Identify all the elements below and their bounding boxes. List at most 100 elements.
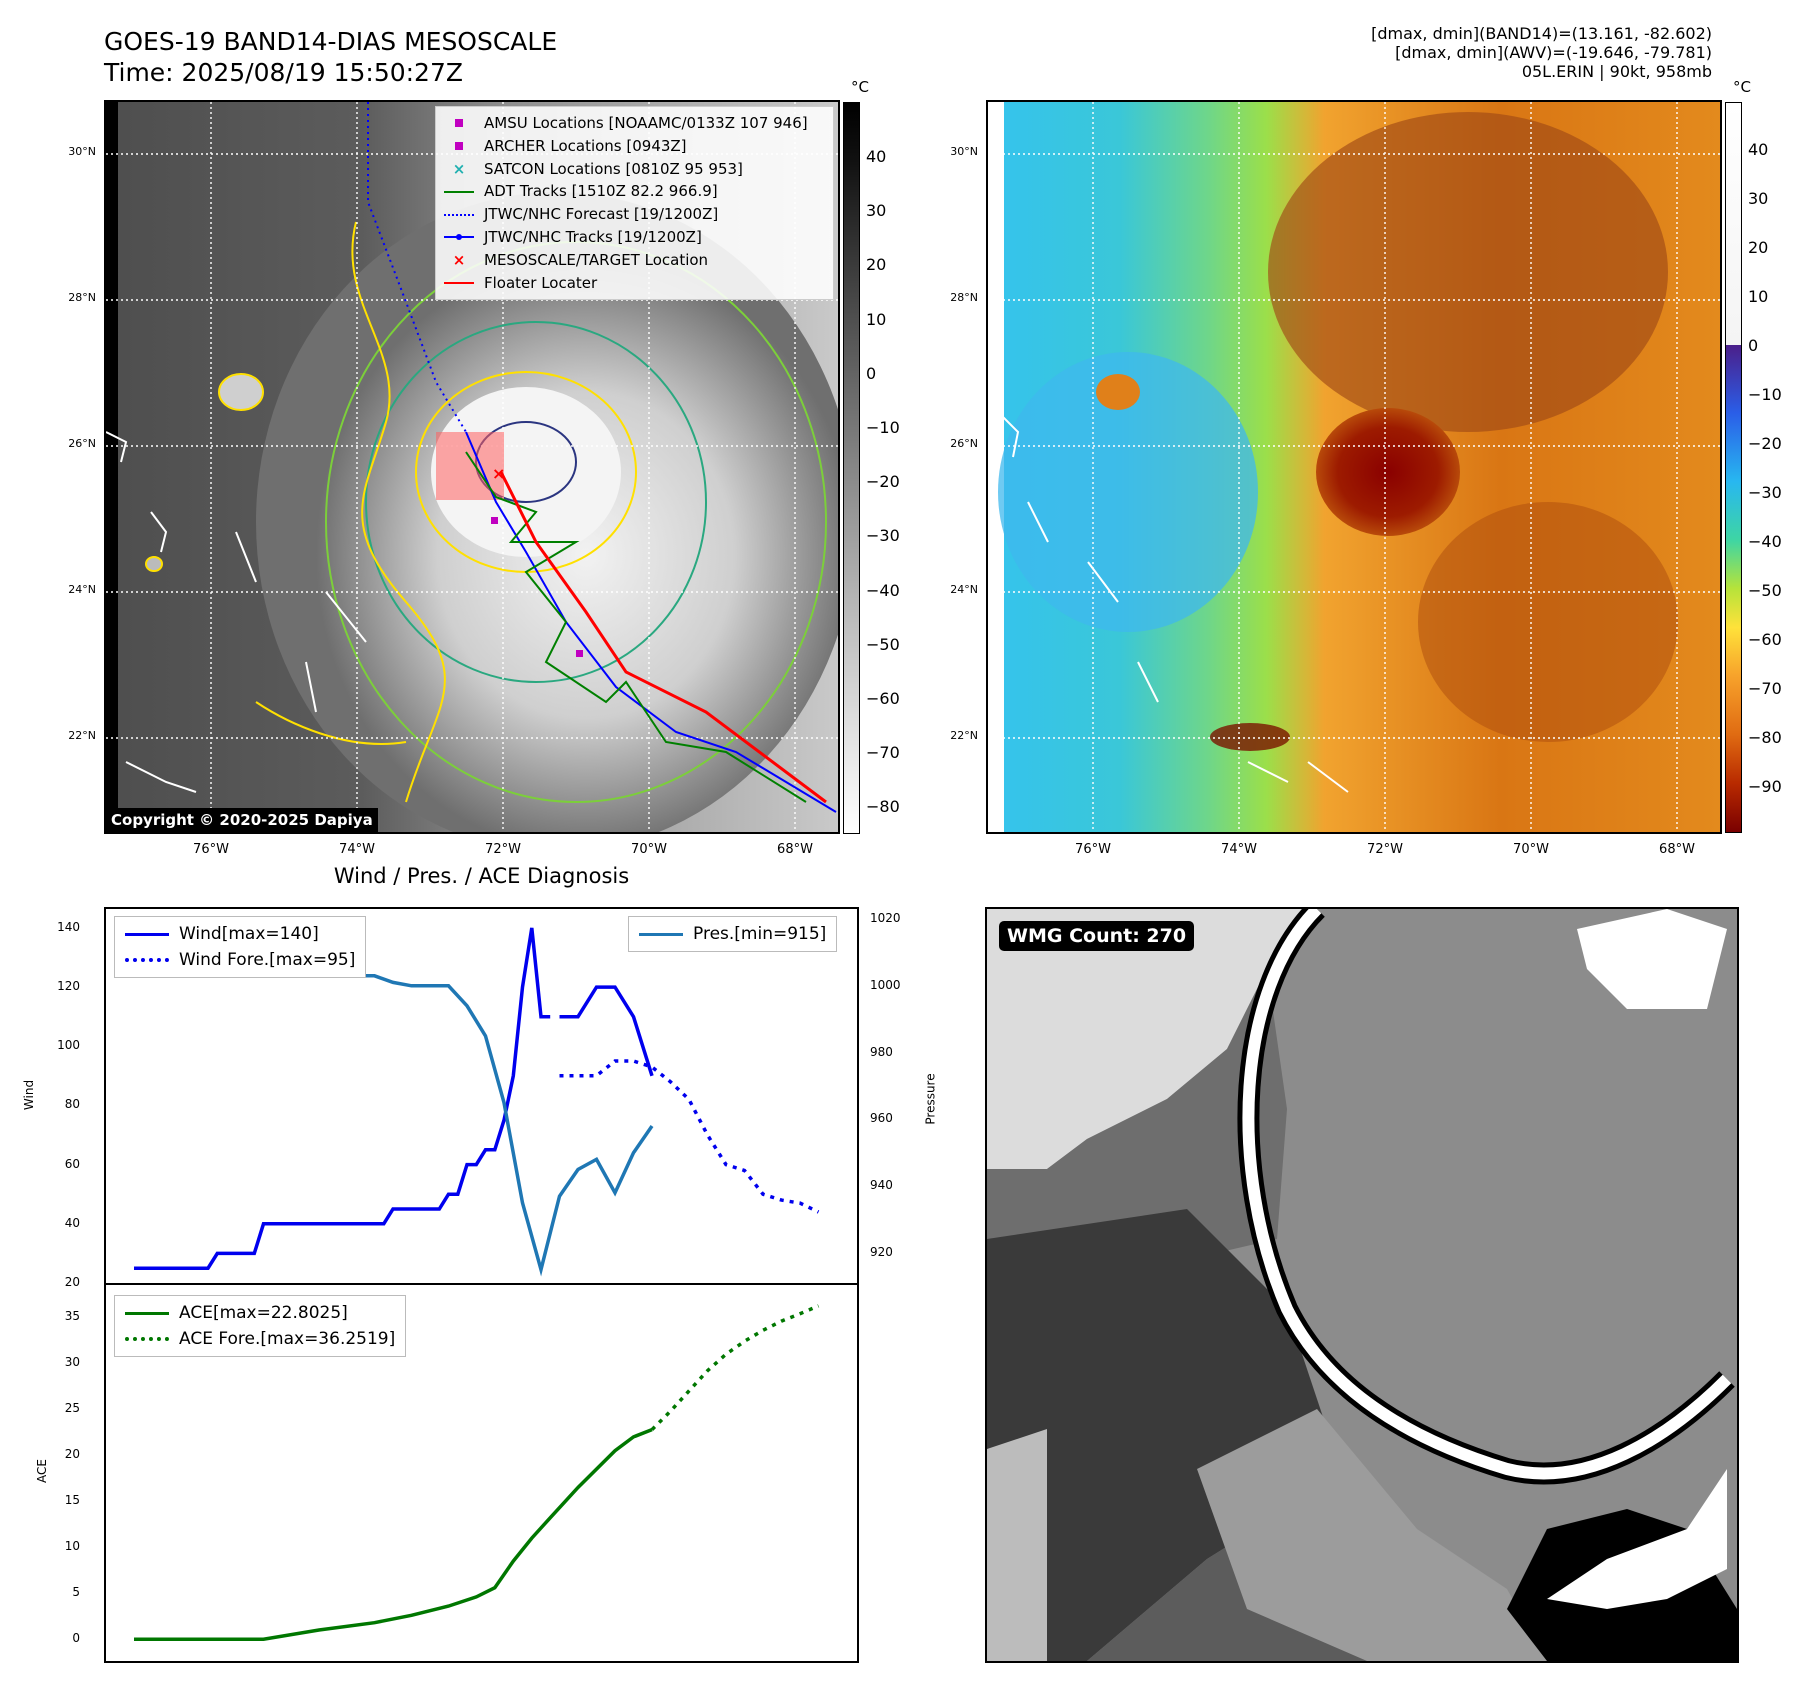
ir-colorbar-tick: −70 bbox=[866, 743, 900, 763]
legend-target: × MESOSCALE/TARGET Location bbox=[452, 250, 709, 269]
awv-colorbar-tick: 30 bbox=[1748, 189, 1769, 208]
ir-legend: AMSU Locations [NOAAMC/0133Z 107 946] AR… bbox=[435, 106, 834, 301]
ir-lat-24: 24°N bbox=[68, 583, 96, 596]
legend-wind-forecast: Wind Fore.[max=95] bbox=[125, 947, 355, 973]
ir-map-panel: × AMSU Locations [NOAAMC/0133Z 107 946] … bbox=[104, 100, 840, 834]
ir-colorbar-tick: −30 bbox=[866, 526, 900, 546]
wmg-count-badge: WMG Count: 270 bbox=[999, 921, 1195, 951]
wind-tick-label: 60 bbox=[64, 1156, 80, 1171]
wind-tick-label: 40 bbox=[64, 1215, 80, 1230]
awv-colorbar-tick: −70 bbox=[1748, 679, 1782, 698]
awv-colorbar-tick: −60 bbox=[1748, 630, 1782, 649]
storm-info: 05L.ERIN | 90kt, 958mb bbox=[1521, 62, 1712, 81]
wind-tick-label: 20 bbox=[64, 1275, 80, 1289]
copyright-label: Copyright © 2020-2025 Dapiya bbox=[106, 808, 378, 832]
ace-legend: ACE[max=22.8025] ACE Fore.[max=36.2519] bbox=[114, 1295, 407, 1357]
ir-lon-68: 68°W bbox=[777, 842, 813, 857]
awv-colorbar-tick: −90 bbox=[1748, 777, 1782, 796]
ir-colorbar-tick: 10 bbox=[866, 309, 887, 329]
wind-line bbox=[134, 927, 551, 1270]
ace-tick-label: 0 bbox=[72, 1631, 80, 1646]
awv-colorbar-tick: −80 bbox=[1748, 728, 1782, 747]
ir-lon-70: 70°W bbox=[631, 842, 667, 857]
awv-colorbar-lower bbox=[1725, 345, 1742, 833]
awv-colorbar-upper bbox=[1725, 102, 1742, 346]
pressure-tick-label: 1000 bbox=[870, 977, 901, 992]
legend-floater: Floater Locater bbox=[444, 272, 825, 295]
ir-colorbar-unit: °C bbox=[851, 78, 869, 96]
awv-lat-30: 30°N bbox=[950, 145, 978, 158]
awv-lon-76: 76°W bbox=[1075, 842, 1111, 857]
target-marker: × bbox=[492, 464, 505, 483]
ir-colorbar-tick: 20 bbox=[866, 255, 887, 275]
wind-tick-label: 80 bbox=[64, 1097, 80, 1112]
ir-colorbar-tick: −80 bbox=[866, 797, 900, 817]
awv-lat-22: 22°N bbox=[950, 729, 978, 742]
stats-band14: [dmax, dmin](BAND14)=(13.161, -82.602) bbox=[1371, 24, 1712, 43]
pressure-tick-label: 940 bbox=[870, 1178, 893, 1193]
wind-tick-label: 120 bbox=[57, 979, 80, 994]
wind-line-recent bbox=[559, 985, 654, 1077]
awv-colorbar-tick: 0 bbox=[1748, 336, 1759, 355]
wind-forecast-line bbox=[559, 1059, 820, 1214]
ir-colorbar-tick: −20 bbox=[866, 472, 900, 492]
awv-lat-26: 26°N bbox=[950, 437, 978, 450]
legend-jtwc-tracks: JTWC/NHC Tracks [19/1200Z] bbox=[444, 226, 825, 249]
ace-tick-label: 15 bbox=[64, 1493, 80, 1508]
awv-lon-74: 74°W bbox=[1221, 842, 1257, 857]
ir-lat-30: 30°N bbox=[68, 145, 96, 158]
legend-satcon: × SATCON Locations [0810Z 95 953] bbox=[452, 159, 743, 178]
ir-colorbar-tick: 40 bbox=[866, 147, 887, 166]
ir-colorbar-tick: −60 bbox=[866, 689, 900, 708]
ir-colorbar-tick: −40 bbox=[866, 580, 900, 600]
pressure-tick-label: 1020 bbox=[870, 911, 901, 925]
ir-colorbar bbox=[843, 102, 860, 834]
stats-block: [dmax, dmin](BAND14)=(13.161, -82.602) [… bbox=[1371, 24, 1712, 81]
ace-tick-label: 35 bbox=[64, 1309, 80, 1324]
pressure-tick-label: 920 bbox=[870, 1244, 893, 1259]
ace-line bbox=[134, 1427, 653, 1641]
ace-tick-label: 30 bbox=[64, 1355, 80, 1370]
adt-track bbox=[465, 451, 807, 803]
awv-lon-72: 72°W bbox=[1367, 842, 1403, 857]
ir-colorbar-tick: −50 bbox=[866, 634, 900, 654]
awv-colorbar-tick: −20 bbox=[1748, 434, 1782, 453]
ace-ylabel: ACE bbox=[34, 1459, 49, 1483]
awv-lat-24: 24°N bbox=[950, 583, 978, 596]
title-satellite: GOES-19 BAND14-DIAS MESOSCALE bbox=[104, 27, 558, 56]
legend-jtwc-forecast: JTWC/NHC Forecast [19/1200Z] bbox=[444, 203, 825, 226]
pressure-tick-label: 960 bbox=[870, 1111, 893, 1126]
floater-track bbox=[499, 471, 827, 804]
legend-adt: ADT Tracks [1510Z 82.2 966.9] bbox=[444, 180, 825, 203]
jtwc-track bbox=[465, 431, 837, 813]
ir-colorbar-tick: 30 bbox=[866, 201, 887, 221]
title-time: Time: 2025/08/19 15:50:27Z bbox=[104, 58, 463, 87]
ace-tick-label: 10 bbox=[64, 1539, 80, 1554]
wind-legend: Wind[max=140] Wind Fore.[max=95] bbox=[114, 916, 367, 978]
awv-colorbar-tick: −40 bbox=[1748, 532, 1782, 551]
wmg-panel: WMG Count: 270 bbox=[985, 907, 1739, 1663]
legend-ace-forecast: ACE Fore.[max=36.2519] bbox=[125, 1326, 395, 1352]
awv-colorbar-tick: −10 bbox=[1748, 385, 1782, 404]
ace-tick-label: 25 bbox=[64, 1401, 80, 1416]
pressure-tick-label: 980 bbox=[870, 1044, 893, 1059]
awv-lon-70: 70°W bbox=[1513, 842, 1549, 857]
ace-forecast-line bbox=[650, 1304, 820, 1431]
awv-gridlines bbox=[988, 102, 1720, 832]
legend-amsu: AMSU Locations [NOAAMC/0133Z 107 946] bbox=[444, 112, 825, 135]
wind-tick-label: 140 bbox=[57, 919, 80, 934]
awv-map-panel bbox=[986, 100, 1722, 834]
ir-colorbar-tick: −10 bbox=[866, 418, 900, 437]
jtwc-forecast-track bbox=[367, 102, 467, 433]
wmg-image bbox=[987, 909, 1737, 1661]
awv-colorbar-unit: °C bbox=[1733, 78, 1751, 96]
awv-map-image bbox=[988, 102, 1720, 832]
legend-archer: ARCHER Locations [0943Z] bbox=[444, 135, 825, 158]
ir-lat-26: 26°N bbox=[68, 437, 96, 450]
ace-plot bbox=[134, 1304, 820, 1641]
pressure-line bbox=[134, 933, 654, 1277]
ace-tick-label: 20 bbox=[64, 1447, 80, 1462]
ir-colorbar-tick: 0 bbox=[866, 363, 877, 383]
ir-lat-22: 22°N bbox=[68, 729, 96, 742]
awv-colorbar-tick: 10 bbox=[1748, 287, 1769, 306]
